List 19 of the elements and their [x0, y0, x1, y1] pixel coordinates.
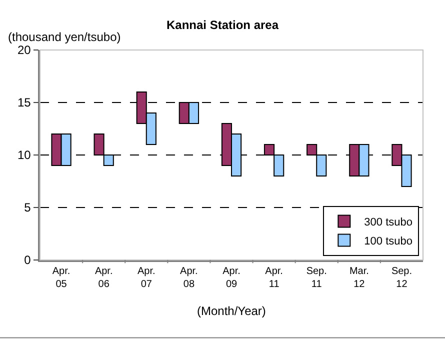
- x-tick-label: Mar. 12: [349, 266, 369, 290]
- x-tick-label: Apr. 08: [180, 266, 198, 290]
- y-tick-label: 15: [17, 96, 32, 110]
- y-tick-label: 5: [24, 200, 32, 215]
- y-tick-label: 0: [24, 253, 32, 268]
- y-tick-label: 10: [17, 148, 32, 162]
- y-tick-label: 20: [17, 43, 32, 58]
- x-axis-title: (Month/Year): [197, 304, 266, 318]
- x-tick-label: Apr. 11: [265, 266, 283, 290]
- x-tick-label: Sep. 11: [306, 266, 327, 290]
- legend-label: 300 tsubo: [364, 216, 412, 229]
- x-tick-label: Apr. 06: [94, 266, 113, 290]
- x-tick-label: Sep. 12: [391, 266, 412, 290]
- x-tick-label: Apr. 07: [137, 266, 156, 290]
- legend-label: 100 tsubo: [364, 236, 412, 248]
- x-tick-label: Apr. 05: [52, 266, 70, 290]
- x-tick-label: Apr. 09: [222, 266, 240, 290]
- chart-title: Kannai Station area: [166, 18, 279, 32]
- y-axis-title: (thousand yen/tsubo): [8, 30, 121, 44]
